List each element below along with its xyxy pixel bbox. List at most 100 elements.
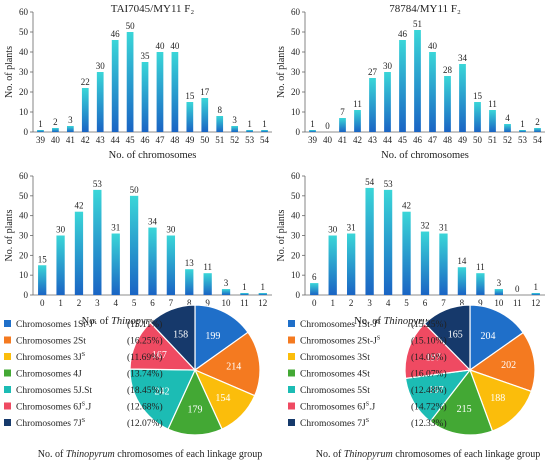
legend-entry: Chromosomes 6JS​.J — [300, 402, 375, 413]
legend-entry: Chromosomes 3St — [300, 353, 370, 363]
x-tick-label: 52 — [503, 135, 512, 145]
y-tick-label: 10 — [291, 107, 301, 117]
legend-entry-name: Chromosomes 2St-J — [300, 337, 377, 347]
bar — [201, 98, 209, 132]
y-tick-label: 30 — [291, 67, 301, 77]
pie-slice-label: 179 — [188, 405, 203, 416]
bar-value-label: 1 — [261, 282, 266, 292]
bar — [429, 52, 436, 132]
legend-entry-name: Chromosomes 6J — [16, 403, 82, 413]
legend-entry-percent: (12.07%) — [127, 418, 163, 429]
y-tick-label: 0 — [24, 127, 29, 137]
bar — [231, 126, 239, 132]
bar — [221, 289, 231, 295]
x-axis-label-prefix: No. of — [82, 316, 111, 327]
bar-value-label: 34 — [148, 217, 158, 227]
bar-value-label: 50 — [126, 21, 136, 31]
x-tick-label: 0 — [312, 298, 317, 308]
x-tick-label: 9 — [205, 298, 210, 308]
x-tick-label: 47 — [428, 135, 438, 145]
pie-slice-label: 215 — [457, 404, 472, 415]
bar-value-label: 53 — [93, 179, 103, 189]
bar — [519, 130, 526, 132]
y-tick-label: 10 — [291, 270, 301, 280]
bar-value-label: 14 — [457, 256, 467, 266]
legend-swatch — [288, 353, 295, 360]
y-tick-label: 20 — [291, 87, 301, 97]
bar — [74, 211, 84, 295]
x-tick-label: 43 — [96, 135, 106, 145]
bar — [216, 116, 224, 132]
pie-slice-label: 214 — [226, 361, 241, 372]
bar — [66, 126, 74, 132]
legend-entry-superscript: S — [93, 319, 96, 325]
bar-value-label: 4 — [505, 113, 510, 123]
legend-swatch — [4, 353, 11, 360]
legend-swatch — [4, 419, 11, 426]
bar-value-label: 13 — [185, 258, 195, 268]
x-tick-label: 45 — [398, 135, 408, 145]
bar — [310, 283, 319, 295]
bar — [489, 110, 496, 132]
bar — [258, 293, 267, 295]
legend-entry: Chromosomes 3JS​ — [16, 352, 85, 363]
bar — [354, 110, 361, 132]
legend-entry: Chromosomes 6JS​.J — [16, 402, 91, 413]
y-tick-label: 0 — [24, 290, 29, 300]
x-tick-label: 5 — [404, 298, 409, 308]
bar-value-label: 32 — [421, 221, 430, 231]
y-tick-label: 20 — [19, 87, 29, 97]
bar — [384, 72, 391, 132]
bar-value-label: 1 — [310, 119, 315, 129]
x-tick-label: 40 — [323, 135, 333, 145]
x-tick-label: 12 — [531, 298, 540, 308]
x-tick-label: 46 — [413, 135, 423, 145]
legend-swatch — [288, 386, 295, 393]
bar — [261, 130, 268, 132]
pie-slice-label: 167 — [152, 350, 167, 361]
chart-title: TAI7045/MY11 F₂ — [111, 3, 195, 15]
x-tick-label: 41 — [66, 135, 75, 145]
legend-entry-percent: (12.48%) — [411, 385, 447, 396]
pie-caption-italic: Thinopyrum — [66, 449, 115, 460]
x-tick-label: 53 — [245, 135, 255, 145]
bar — [402, 211, 411, 295]
bar — [37, 130, 44, 132]
bar-value-label: 7 — [340, 107, 345, 117]
x-tick-label: 44 — [111, 135, 121, 145]
pie-slice-label: 204 — [480, 331, 495, 342]
pie-slice — [423, 304, 471, 372]
legend-entry-percent: (13.74%) — [127, 369, 163, 380]
legend-swatch — [288, 320, 295, 327]
x-axis-label: No. of chromosomes — [381, 150, 469, 161]
legend-entry-name: Chromosomes 5J.St — [16, 386, 92, 396]
bar-value-label: 3 — [497, 278, 502, 288]
x-tick-label: 5 — [132, 298, 137, 308]
bar-value-label: 15 — [473, 91, 483, 101]
y-tick-label: 20 — [291, 250, 301, 260]
bar-value-label: 31 — [347, 223, 356, 233]
legend-entry-superscript: S — [82, 402, 85, 408]
pie-slice — [429, 368, 494, 436]
y-tick-label: 40 — [291, 211, 301, 221]
bar — [186, 102, 194, 132]
x-tick-label: 44 — [383, 135, 393, 145]
x-tick-label: 8 — [187, 298, 192, 308]
bar-value-label: 50 — [130, 185, 140, 195]
y-axis-label: No. of plants — [276, 209, 287, 261]
x-tick-label: 12 — [258, 298, 267, 308]
legend-entry: Chromosomes 1St-JS​ — [16, 319, 96, 330]
bar — [365, 187, 374, 295]
x-tick-label: 39 — [36, 135, 46, 145]
bar-value-label: 46 — [398, 29, 408, 39]
bar-value-label: 30 — [96, 61, 106, 71]
bar-value-label: 1 — [262, 119, 267, 129]
x-tick-label: 2 — [77, 298, 82, 308]
bar — [383, 189, 393, 295]
legend-swatch — [4, 320, 11, 327]
pie-slice-label: 158 — [173, 329, 188, 340]
bar-value-label: 30 — [166, 225, 176, 235]
pie-slice — [404, 322, 472, 380]
legend-entry-name: Chromosomes 4St — [300, 370, 370, 380]
y-tick-label: 20 — [19, 250, 29, 260]
